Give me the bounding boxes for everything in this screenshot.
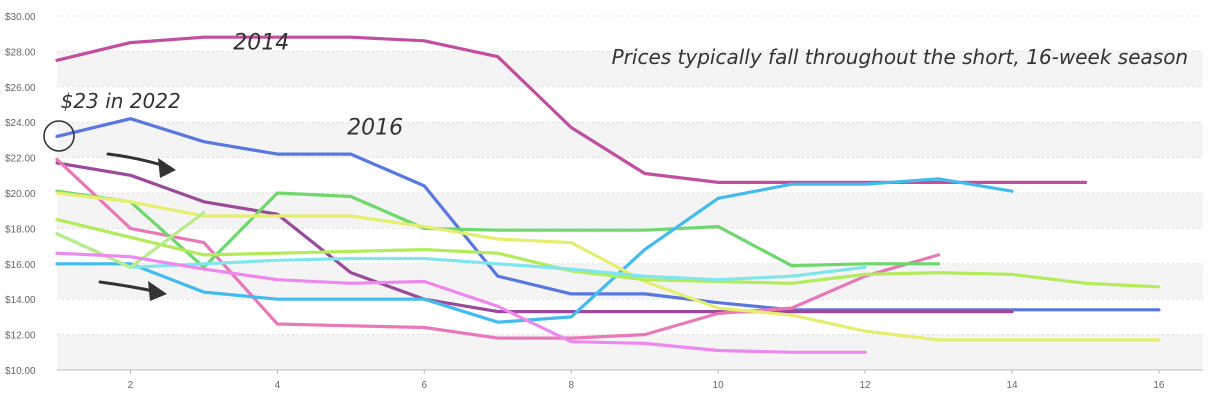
arrow-icon [98,280,167,301]
grid-band [57,193,1203,229]
grid-band [57,51,1203,87]
annotation-2022: $23 in 2022 [61,89,181,113]
series-line [55,232,867,282]
y-tick-label: $20.00 [5,189,36,200]
series-line [55,191,1161,342]
x-tick-label: 8 [568,380,574,391]
series-lines [55,35,1161,354]
x-tick-label: 16 [1153,380,1165,391]
x-axis-tick-labels: 2 4 6 8 10 12 14 16 [128,370,1165,391]
series-line [55,218,1161,289]
annotation-season: Prices typically fall throughout the sho… [612,45,1188,69]
series-line [55,177,1014,324]
y-tick-label: $18.00 [5,224,36,235]
y-tick-label: $24.00 [5,118,36,129]
x-tick-label: 4 [275,380,281,391]
series-line [55,117,1161,312]
gridlines [57,15,1203,371]
y-tick-label: $14.00 [5,295,36,306]
series-line [55,189,941,269]
y-axis-tick-labels: $10.00 $12.00 $14.00 $16.00 $18.00 $20.00 $22.… [5,12,36,377]
annotation-2014: 2014 [233,31,289,56]
annotation-2016: 2016 [347,116,403,141]
y-tick-label: $10.00 [5,366,36,377]
series-line [55,251,867,354]
y-tick-label: $26.00 [5,83,36,94]
x-tick-label: 12 [860,380,872,391]
series-line [55,157,941,340]
y-tick-label: $12.00 [5,331,36,342]
grid-band [57,122,1203,158]
y-tick-label: $30.00 [5,12,36,23]
y-tick-label: $16.00 [5,260,36,271]
arrow-icon [106,152,176,178]
x-tick-label: 6 [422,380,428,391]
y-tick-label: $28.00 [5,47,36,58]
series-line [55,210,206,269]
y-tick-label: $22.00 [5,154,36,165]
x-tick-label: 2 [128,380,134,391]
series-line [55,35,1088,184]
highlight-circle [43,120,75,152]
background-bands [57,51,1203,370]
x-tick-label: 10 [713,380,725,391]
series-line [55,161,1014,314]
x-tick-label: 14 [1006,380,1018,391]
